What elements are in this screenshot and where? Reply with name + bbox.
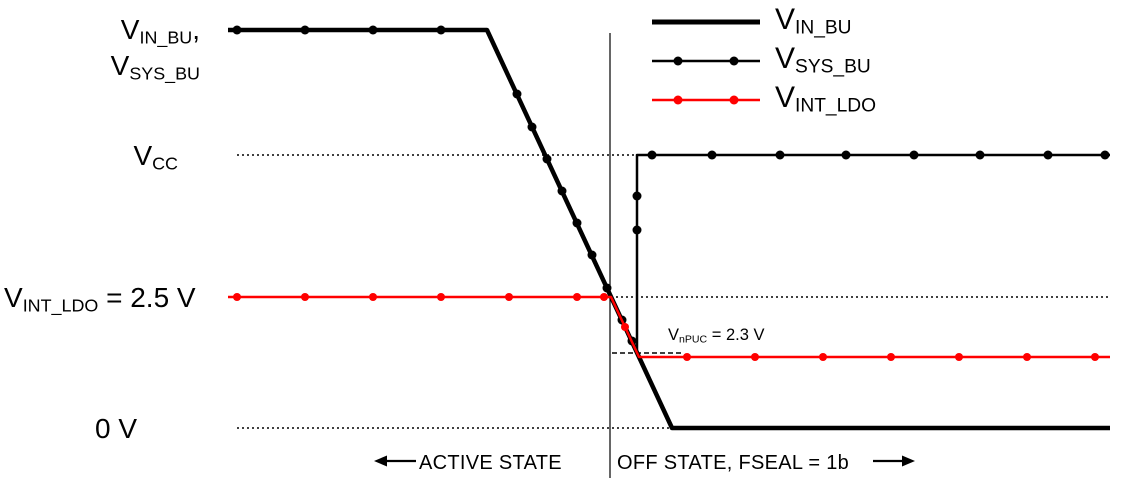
- series-vint_ldo-marker: [505, 293, 513, 301]
- series-vsys_bu-marker: [587, 250, 597, 260]
- series-vint_ldo-marker: [1023, 353, 1031, 361]
- left-arrow-icon: [374, 454, 416, 468]
- series-vsys_bu-marker: [368, 25, 378, 35]
- series-vsys_bu-marker: [647, 150, 657, 160]
- series-vint_ldo-marker: [1091, 353, 1099, 361]
- series-vsys_bu-marker: [602, 283, 612, 293]
- series-vint_ldo-marker: [621, 323, 629, 331]
- series-vsys_bu-marker: [707, 150, 717, 160]
- series-vsys_bu-marker: [632, 225, 642, 235]
- series-vsys_bu-marker: [909, 150, 919, 160]
- annotation-vnpuc: VnPUC = 2.3 V: [668, 326, 765, 346]
- series-vint_ldo-marker: [573, 293, 581, 301]
- series-vint_ldo-marker: [600, 293, 608, 301]
- series-vsys_bu-marker: [775, 150, 785, 160]
- series-vsys_bu-marker: [841, 150, 851, 160]
- y-label-vint-ldo: VINT_LDO = 2.5 V: [4, 282, 196, 316]
- legend-line-sample-vin-bu: [650, 15, 762, 29]
- series-vint_ldo-marker: [683, 353, 691, 361]
- series-vint_ldo-marker: [437, 293, 445, 301]
- right-arrow-icon: [873, 454, 915, 468]
- series-vsys_bu-marker: [436, 25, 446, 35]
- y-label-0v: 0 V: [95, 413, 138, 444]
- series-vint_ldo-marker: [233, 293, 241, 301]
- y-label-vcc: VCC: [133, 140, 178, 174]
- legend-item-vint-ldo: VINT_LDO: [650, 80, 876, 119]
- legend-label-vint-ldo: VINT_LDO: [775, 81, 877, 117]
- legend-item-vsys-bu: VSYS_BU: [650, 41, 876, 80]
- series-vsys_bu-marker: [300, 25, 310, 35]
- legend-item-vin-bu: VIN_BU: [650, 2, 876, 41]
- legend: VIN_BU VSYS_BU VINT_LDO: [650, 2, 876, 119]
- series-vint_ldo-marker: [955, 353, 963, 361]
- y-label-vin-bu: VIN_BU,: [120, 14, 200, 48]
- series-vint_ldo-marker: [369, 293, 377, 301]
- series-vsys_bu-marker: [1100, 150, 1110, 160]
- region-label-off-state: OFF STATE, FSEAL = 1b: [617, 452, 850, 474]
- series-vint_ldo-marker: [887, 353, 895, 361]
- series-vint_ldo-marker: [751, 353, 759, 361]
- series-vint_ldo-marker: [301, 293, 309, 301]
- series-vsys_bu-marker: [975, 150, 985, 160]
- legend-label-vsys-bu: VSYS_BU: [775, 42, 871, 78]
- series-vsys_bu-marker: [232, 25, 242, 35]
- series-vsys_bu-marker: [572, 218, 582, 228]
- region-label-active-state: ACTIVE STATE: [419, 452, 562, 474]
- series-vsys_bu-marker: [527, 122, 537, 132]
- series-vsys_bu-marker: [632, 191, 642, 201]
- series-vsys_bu-marker: [512, 89, 522, 99]
- legend-line-sample-vint-ldo: [650, 93, 762, 107]
- legend-label-vin-bu: VIN_BU: [775, 3, 852, 39]
- y-label-vin-vsys-bu: VIN_BU, VSYS_BU: [55, 13, 200, 85]
- series-vsys_bu-marker: [557, 186, 567, 196]
- series-vint_ldo-marker: [819, 353, 827, 361]
- series-vsys_bu-marker: [1043, 150, 1053, 160]
- series-vsys_bu-marker: [542, 154, 552, 164]
- y-label-vsys-bu: VSYS_BU: [110, 49, 200, 84]
- legend-line-sample-vsys-bu: [650, 54, 762, 68]
